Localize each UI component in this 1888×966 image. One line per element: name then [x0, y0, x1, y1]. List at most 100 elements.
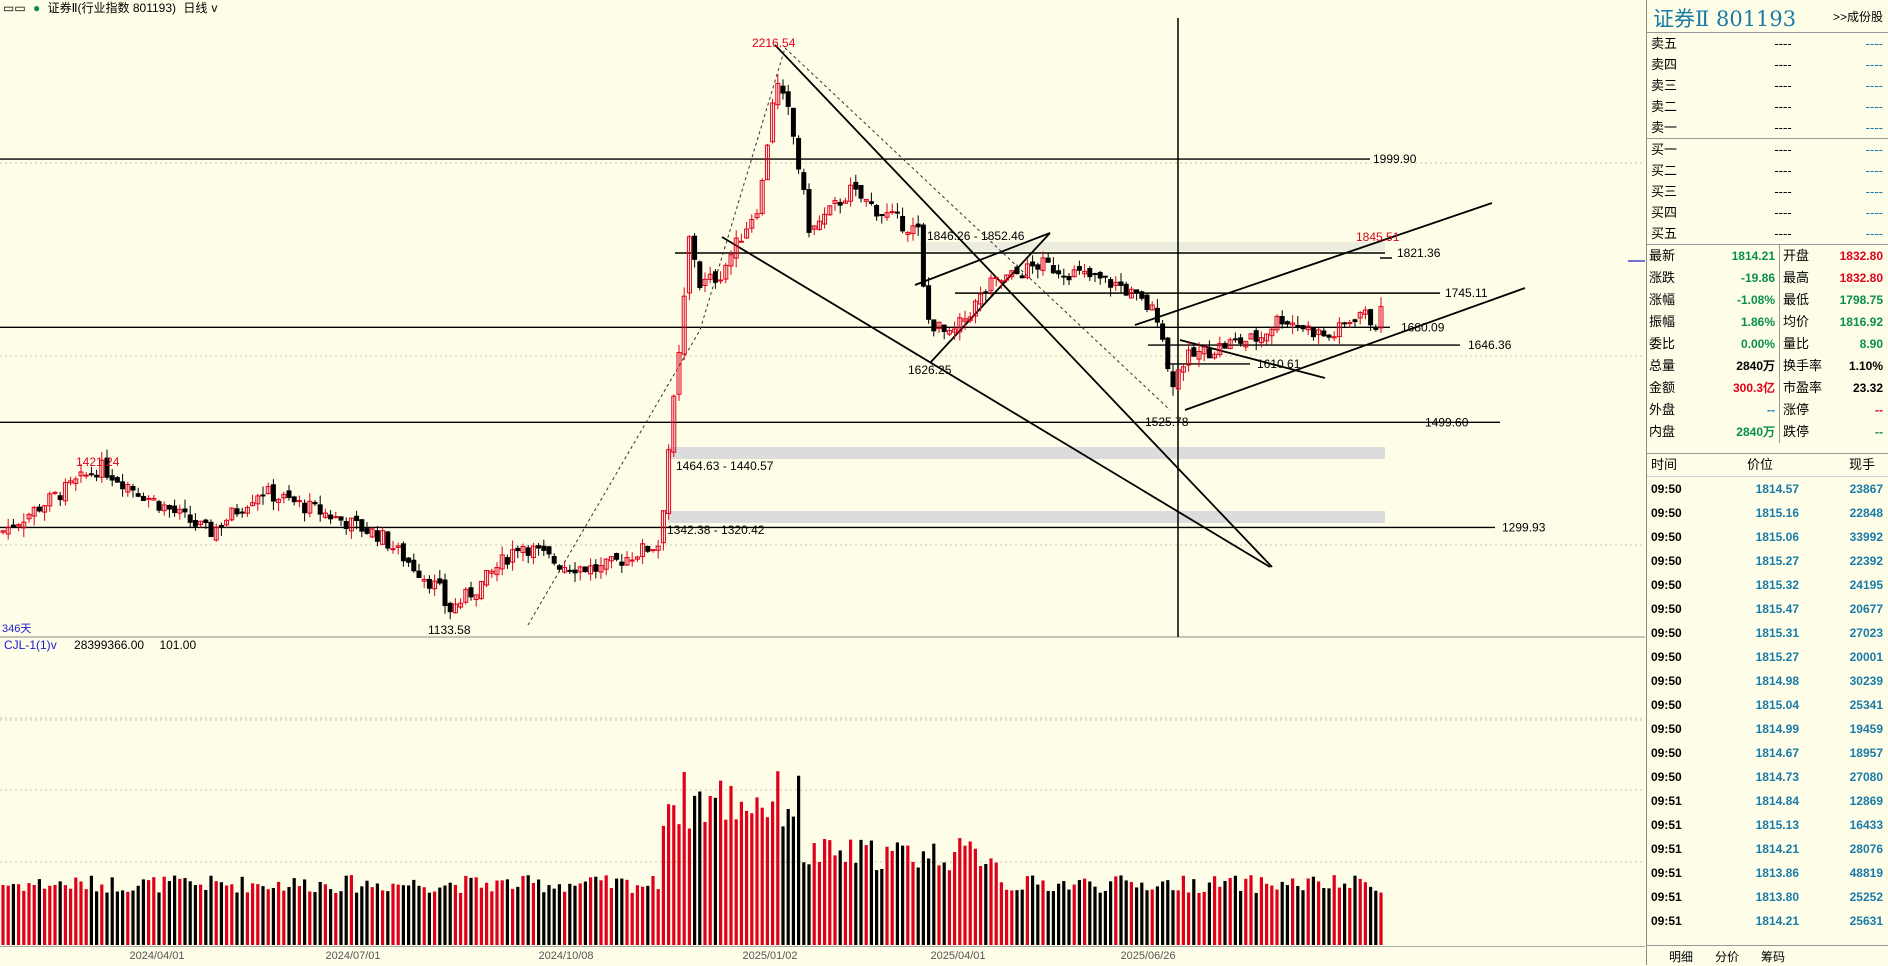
candle-body — [556, 565, 562, 570]
tab-0[interactable]: 明细 — [1669, 950, 1694, 964]
volume-bar — [178, 878, 182, 945]
candlestick-chart[interactable]: 1999.90 1499.60 1299.93 1680.09 1745.11 1821.… — [0, 0, 1645, 946]
candle-body — [1212, 353, 1218, 359]
candle-body — [1170, 371, 1176, 388]
volume-bar — [1166, 880, 1170, 945]
tick-row: 09:50 1814.57 23867 — [1647, 477, 1888, 501]
candle-body — [1149, 304, 1155, 311]
volume-bar — [630, 892, 634, 945]
x-axis-label: 2024/07/01 — [325, 950, 381, 962]
stat-label: 外盘 — [1649, 402, 1676, 417]
volume-bar — [734, 819, 738, 945]
candle-body — [697, 261, 703, 289]
candle-body — [458, 602, 464, 608]
candle-body — [484, 569, 490, 586]
volume-bar — [1270, 885, 1274, 945]
candle-body — [957, 317, 963, 333]
volume-bar — [48, 885, 52, 945]
indicator-selector[interactable]: CJL-1(1)v — [4, 638, 57, 652]
volume-bar — [1233, 875, 1237, 945]
volume-bar — [147, 880, 151, 945]
tick-price: 1815.06 — [1755, 530, 1799, 544]
tick-time: 09:51 — [1651, 842, 1682, 856]
tick-time: 09:50 — [1651, 650, 1682, 664]
volume-bar — [1057, 883, 1061, 945]
period-selector[interactable]: 日线 v — [183, 1, 218, 15]
tick-price: 1815.27 — [1755, 650, 1799, 664]
volume-bar — [448, 882, 452, 945]
candle-body — [218, 524, 224, 528]
candle-body — [229, 507, 235, 521]
tick-price: 1815.31 — [1755, 626, 1799, 640]
volume-bar — [1041, 880, 1045, 945]
volume-bar — [375, 883, 379, 945]
volume-bar — [1249, 875, 1253, 945]
candle-body — [562, 566, 568, 573]
volume-bar — [557, 884, 561, 945]
constituents-link[interactable]: >>成份股 — [1832, 10, 1883, 24]
x-axis-label: 2025/01/02 — [742, 950, 798, 962]
tick-time: 09:51 — [1651, 866, 1682, 880]
candle-body — [411, 559, 417, 572]
volume-bar — [547, 885, 551, 945]
volume-bar — [32, 884, 36, 945]
candle-body — [1217, 343, 1223, 356]
gap-zone — [668, 511, 1385, 523]
volume-bar — [100, 884, 104, 945]
volume-bar — [121, 890, 125, 945]
candle-body — [541, 545, 547, 551]
candle-body — [286, 490, 292, 498]
x-axis: 2024/04/01 2024/07/01 2024/10/08 2025/01/02… — [0, 946, 1645, 966]
candle-body — [1264, 333, 1270, 342]
stats-row: 金额 300.3亿 市盈率 23.32 — [1647, 377, 1888, 399]
candle-body — [1258, 337, 1264, 344]
volume-bar — [719, 780, 723, 945]
orderbook-row: 卖一 ---- ---- — [1647, 117, 1888, 138]
volume-bar — [916, 867, 920, 945]
candle-body — [863, 198, 869, 202]
volume-bar — [901, 845, 905, 945]
candle-body — [1232, 338, 1238, 341]
candle-body — [1357, 312, 1363, 319]
candle-body — [972, 300, 978, 317]
tab-1[interactable]: 分价 — [1715, 950, 1740, 964]
candle-body — [1175, 369, 1181, 390]
chart-area[interactable]: 1999.90 1499.60 1299.93 1680.09 1745.11 1821.… — [0, 0, 1645, 965]
orderbook-label: 买二 — [1651, 163, 1678, 178]
candle-body — [588, 565, 594, 575]
volume-bar — [620, 878, 624, 945]
tick-row: 09:50 1814.99 19459 — [1647, 717, 1888, 741]
stat-label: 市盈率 — [1779, 377, 1822, 399]
dot-icon: ● — [33, 1, 41, 15]
candle-body — [759, 180, 765, 214]
tab-2[interactable]: 筹码 — [1761, 950, 1786, 964]
ticks-list[interactable]: 09:50 1814.57 23867 09:50 1815.16 22848 09:50 1… — [1647, 477, 1888, 933]
volume-bar — [750, 813, 754, 945]
trend-line — [1184, 287, 1526, 411]
volume-bar — [188, 881, 192, 945]
volume-bar — [271, 888, 275, 945]
volume-bar — [760, 807, 764, 945]
volume-bar — [1176, 890, 1180, 945]
volume-bar — [1332, 875, 1336, 945]
tick-row: 09:50 1815.31 27023 — [1647, 621, 1888, 645]
volume-bar — [89, 875, 93, 945]
volume-bar — [505, 879, 509, 945]
candle-body — [281, 493, 287, 499]
volume-bar — [292, 878, 296, 945]
tick-time: 09:50 — [1651, 746, 1682, 760]
candle-body — [307, 500, 313, 514]
volume-bar — [1369, 886, 1373, 945]
volume-bar — [911, 861, 915, 945]
volume-bar — [1348, 887, 1352, 945]
menu-icon[interactable]: ▭▭ — [3, 1, 26, 15]
candle-body — [130, 486, 136, 491]
candle-body — [666, 449, 672, 515]
candle-body — [614, 553, 620, 560]
orderbook-vol: ---- — [1865, 120, 1883, 135]
candle-body — [328, 514, 334, 520]
candle-body — [598, 565, 604, 573]
candle-body — [1310, 328, 1316, 338]
tick-row: 09:51 1814.84 12869 — [1647, 789, 1888, 813]
tick-vol: 20677 — [1849, 602, 1883, 616]
